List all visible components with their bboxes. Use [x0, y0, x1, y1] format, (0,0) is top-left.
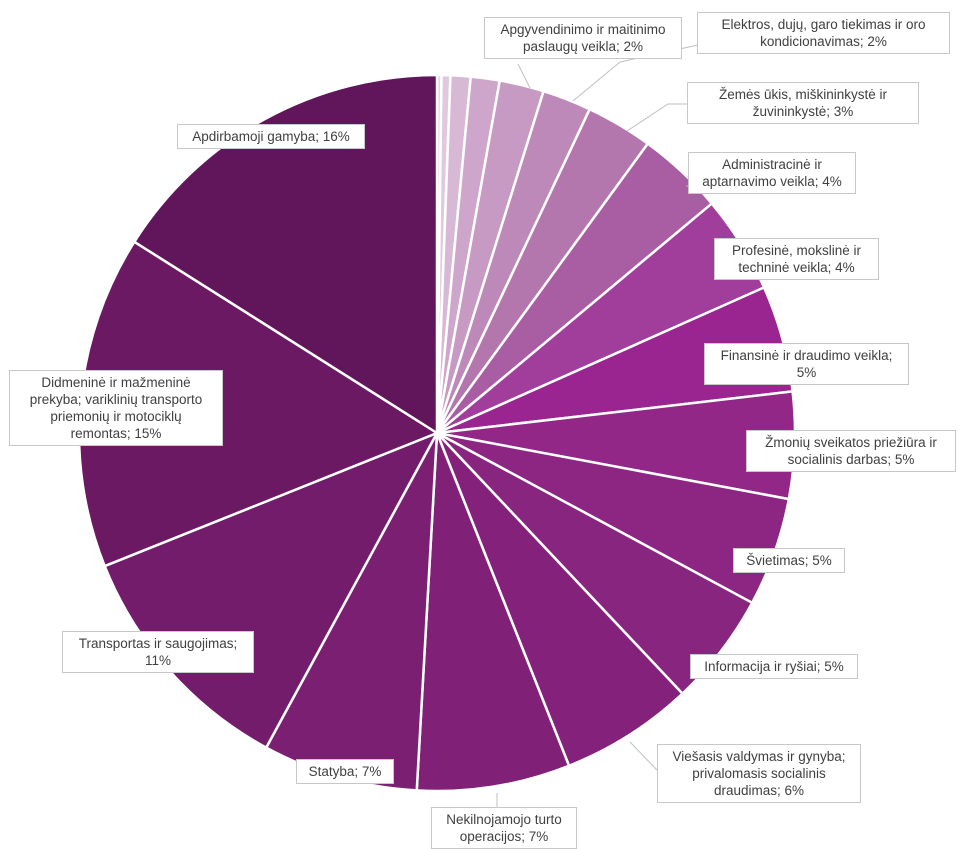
label-elektros: Elektros, dujų, garo tiekimas ir oro kon…: [697, 12, 950, 54]
label-zemes-ukis: Žemės ūkis, miškininkystė ir žuvininkyst…: [687, 82, 919, 124]
label-transportas: Transportas ir saugojimas; 11%: [62, 631, 254, 673]
label-informacija: Informacija ir ryšiai; 5%: [690, 654, 858, 679]
leader-line: [517, 63, 531, 89]
pie-slices: [77, 73, 797, 793]
label-apdirbamoji: Apdirbamoji gamyba; 16%: [177, 124, 365, 149]
pie-slice: [133, 73, 439, 435]
label-sveikatos: Žmonių sveikatos priežiūra ir socialinis…: [746, 430, 956, 472]
label-finansine: Finansinė ir draudimo veikla; 5%: [704, 343, 909, 385]
label-statyba: Statyba; 7%: [296, 759, 394, 784]
label-svietimas: Švietimas; 5%: [733, 548, 845, 573]
label-profesine: Profesinė, mokslinė ir techninė veikla; …: [714, 238, 879, 280]
label-apgyvendinimo: Apgyvendinimo ir maitinimo paslaugų veik…: [484, 17, 682, 59]
label-didmenine: Didmeninė ir mažmeninė prekyba; variklin…: [9, 370, 223, 446]
label-viesasis-valdymas: Viešasis valdymas ir gynyba; privalomasi…: [657, 744, 861, 803]
leader-lines: [496, 44, 699, 808]
pie-slice: [435, 431, 684, 768]
label-administracine: Administracinė ir aptarnavimo veikla; 4%: [688, 152, 856, 194]
leader-line: [629, 741, 658, 771]
pie-slice: [415, 431, 571, 793]
leader-line: [626, 103, 688, 132]
label-nekilnojamojo: Nekilnojamojo turto operacijos; 7%: [431, 807, 577, 849]
